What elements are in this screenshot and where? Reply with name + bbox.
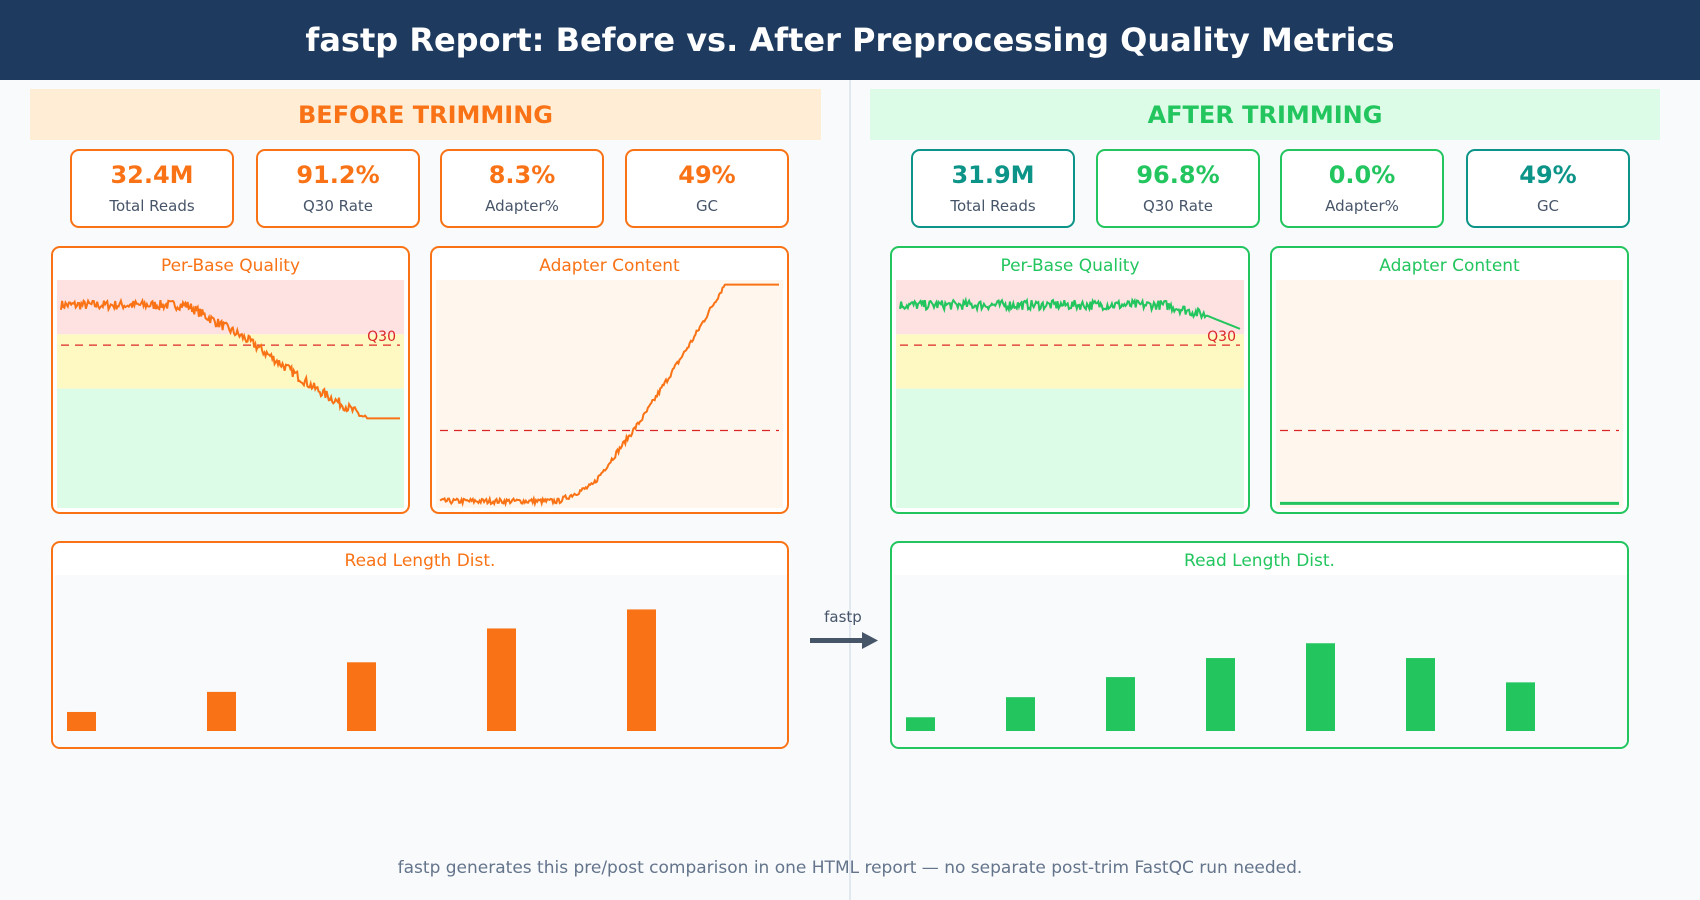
plot-background: [436, 280, 783, 508]
band-mid: [896, 334, 1244, 389]
stat-card: 32.4M Total Reads: [70, 149, 234, 228]
stat-value: 49%: [678, 161, 736, 189]
stat-label: Q30 Rate: [302, 197, 374, 215]
stat-card: 96.8% Q30 Rate: [1096, 149, 1260, 228]
page-title: fastp Report: Before vs. After Preproces…: [0, 0, 1700, 80]
before-quality-panel: Q30 Per-Base Quality: [51, 246, 410, 514]
after-quality-chart: Q30: [896, 280, 1244, 508]
stat-card: 8.3% Adapter%: [440, 149, 604, 228]
divider: [849, 80, 851, 900]
arrow-icon: [810, 632, 878, 649]
stat-card: 91.2% Q30 Rate: [256, 149, 420, 228]
stat-value: 32.4M: [110, 161, 194, 189]
stat-value: 31.9M: [951, 161, 1035, 189]
stat-label: Total Reads: [950, 197, 1036, 215]
stat-card: 49% GC: [1466, 149, 1630, 228]
series-line: [899, 296, 1241, 330]
before-length-panel: Read Length Dist.: [51, 541, 789, 749]
stat-card: 31.9M Total Reads: [911, 149, 1075, 228]
band-mid: [57, 334, 404, 389]
stat-label: GC: [695, 197, 719, 215]
stat-value: 49%: [1519, 161, 1577, 189]
stat-value: 0.0%: [1328, 161, 1396, 189]
stat-label: GC: [1536, 197, 1560, 215]
before-quality-chart: Q30: [57, 280, 404, 508]
bar: [1506, 682, 1535, 731]
chart-title: Adapter Content: [1379, 256, 1520, 276]
bar: [207, 691, 236, 731]
bar: [347, 662, 376, 731]
stat-label: Total Reads: [109, 197, 195, 215]
plot-background: [1276, 280, 1623, 508]
threshold-label: Q30: [367, 329, 396, 345]
stat-card: 0.0% Adapter%: [1280, 149, 1444, 228]
bar: [1006, 697, 1035, 731]
bar: [67, 711, 96, 731]
chart-title: Read Length Dist.: [344, 551, 496, 571]
band-high: [896, 280, 1244, 335]
before-length-chart: [55, 575, 787, 747]
chart-title: Per-Base Quality: [1000, 256, 1140, 276]
before-banner: BEFORE TRIMMING: [30, 89, 821, 140]
arrow-label: fastp: [824, 608, 862, 626]
after-quality-panel: Q30 Per-Base Quality: [890, 246, 1250, 514]
band-low: [896, 388, 1244, 508]
after-banner: AFTER TRIMMING: [870, 89, 1660, 140]
after-adapter-chart: [1276, 280, 1623, 508]
before-adapter-panel: Adapter Content: [430, 246, 789, 514]
threshold-label: Q30: [1207, 329, 1236, 345]
after-length-chart: [894, 575, 1627, 747]
footer-note: fastp generates this pre/post comparison…: [397, 858, 1303, 878]
stat-value: 91.2%: [296, 161, 380, 189]
stat-value: 8.3%: [488, 161, 556, 189]
stat-label: Adapter%: [1325, 197, 1399, 215]
before-adapter-chart: [436, 280, 783, 508]
stat-card: 49% GC: [625, 149, 789, 228]
chart-title: Per-Base Quality: [160, 256, 301, 276]
stat-label: Adapter%: [485, 197, 559, 215]
bar: [1106, 677, 1135, 731]
chart-title: Read Length Dist.: [1184, 551, 1335, 571]
stat-label: Q30 Rate: [1142, 197, 1214, 215]
series-line: [439, 283, 779, 508]
plot-background: [55, 575, 787, 747]
bar: [627, 609, 656, 731]
series-line: [60, 297, 400, 420]
bar: [906, 717, 935, 731]
bar: [1206, 658, 1235, 731]
after-adapter-panel: Adapter Content: [1270, 246, 1629, 514]
chart-title: Adapter Content: [539, 256, 680, 276]
after-length-panel: Read Length Dist.: [890, 541, 1629, 749]
stat-value: 96.8%: [1136, 161, 1220, 189]
bar: [1306, 643, 1335, 731]
bar: [1406, 658, 1435, 731]
bar: [487, 628, 516, 731]
